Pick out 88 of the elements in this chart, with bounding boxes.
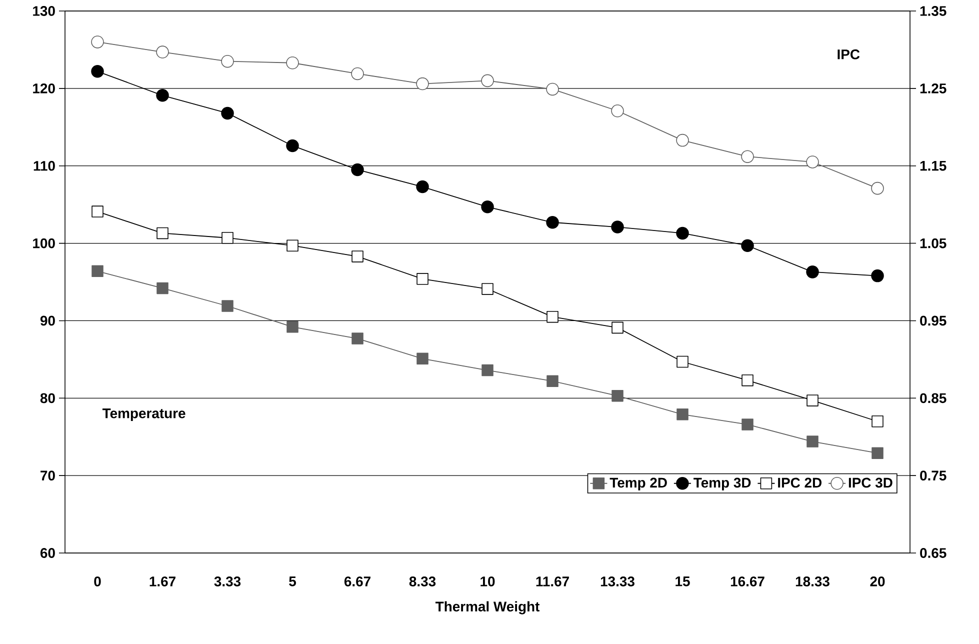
- point: [286, 240, 298, 252]
- point: [351, 67, 364, 80]
- point: [741, 150, 754, 163]
- point: [481, 200, 494, 214]
- point: [546, 310, 558, 323]
- point: [612, 322, 624, 334]
- annotation: IPC: [838, 49, 860, 60]
- x-tick-label: 20: [870, 576, 885, 586]
- point: [806, 394, 818, 406]
- point: [352, 250, 364, 262]
- y-tick-label: 90: [40, 316, 55, 326]
- point: [92, 206, 104, 218]
- x-tick-label: 18.33: [796, 576, 830, 586]
- y-tick-label: 130: [33, 6, 55, 16]
- point: [156, 46, 169, 58]
- x-tick-label: 16.67: [730, 576, 764, 586]
- point: [546, 82, 559, 96]
- point: [416, 273, 428, 285]
- point: [742, 418, 754, 430]
- y-tick-label: 110: [34, 160, 55, 171]
- point: [481, 74, 494, 88]
- y-tick-label: 60: [40, 548, 55, 558]
- y-tick-label: 100: [33, 238, 55, 248]
- legend-label: IPC 2D: [778, 478, 822, 488]
- point: [482, 364, 494, 376]
- point: [91, 65, 104, 78]
- point: [351, 163, 364, 176]
- y-tick-label: 70: [40, 470, 55, 481]
- x-tick-label: 11.67: [536, 576, 569, 586]
- point: [676, 356, 688, 368]
- point: [286, 321, 298, 333]
- point: [872, 415, 884, 428]
- point: [286, 56, 299, 70]
- point: [742, 374, 754, 386]
- x-tick-label: 8.33: [409, 576, 436, 586]
- point: [871, 269, 884, 282]
- x-tick-label: 3.33: [214, 576, 241, 586]
- point: [546, 216, 559, 229]
- point: [221, 106, 234, 120]
- x-tick-label: 15: [676, 576, 690, 586]
- annotation: Temperature: [102, 408, 186, 422]
- y2-tick-label: 1.35: [920, 6, 946, 16]
- point: [222, 232, 234, 244]
- point: [416, 180, 429, 194]
- point: [741, 239, 754, 252]
- point: [222, 300, 234, 312]
- y2-tick-label: 1.25: [920, 83, 946, 94]
- point: [416, 352, 428, 365]
- point: [676, 134, 689, 147]
- point: [482, 283, 494, 295]
- y2-tick-label: 1.15: [920, 160, 946, 171]
- y2-tick-label: 0.65: [920, 548, 946, 558]
- point: [676, 226, 689, 240]
- x-tick-label: 6.67: [344, 576, 370, 586]
- point: [156, 89, 169, 102]
- point: [286, 139, 299, 152]
- x-tick-label: 1.67: [150, 576, 176, 586]
- y2-tick-label: 0.95: [920, 316, 946, 326]
- legend-label: Temp 2D: [610, 478, 667, 490]
- point: [612, 390, 624, 402]
- point: [352, 332, 364, 344]
- x-tick-label: 5: [289, 576, 296, 586]
- y-tick-label: 80: [40, 393, 55, 404]
- legend-label: IPC 3D: [848, 478, 892, 488]
- y2-tick-label: 0.75: [920, 470, 946, 481]
- point: [92, 265, 104, 278]
- point: [872, 447, 884, 459]
- x-tick-label: 10: [480, 576, 495, 586]
- point: [416, 77, 429, 90]
- point: [91, 36, 104, 48]
- point: [156, 282, 168, 294]
- point: [806, 436, 818, 448]
- point: [871, 182, 884, 195]
- x-tick-label: 13.33: [600, 576, 634, 586]
- point: [156, 227, 168, 240]
- point: [806, 266, 819, 278]
- x-tick-label: 0: [94, 576, 101, 586]
- x-axis-title: Thermal Weight: [435, 601, 540, 614]
- point: [221, 54, 234, 68]
- y2-tick-label: 0.85: [920, 393, 946, 404]
- y-tick-label: 120: [33, 83, 55, 94]
- point: [806, 156, 819, 168]
- point: [546, 375, 558, 387]
- y2-tick-label: 1.05: [920, 238, 946, 248]
- point: [676, 408, 688, 420]
- legend-label: Temp 3D: [694, 478, 751, 490]
- point: [611, 104, 624, 118]
- point: [611, 220, 624, 234]
